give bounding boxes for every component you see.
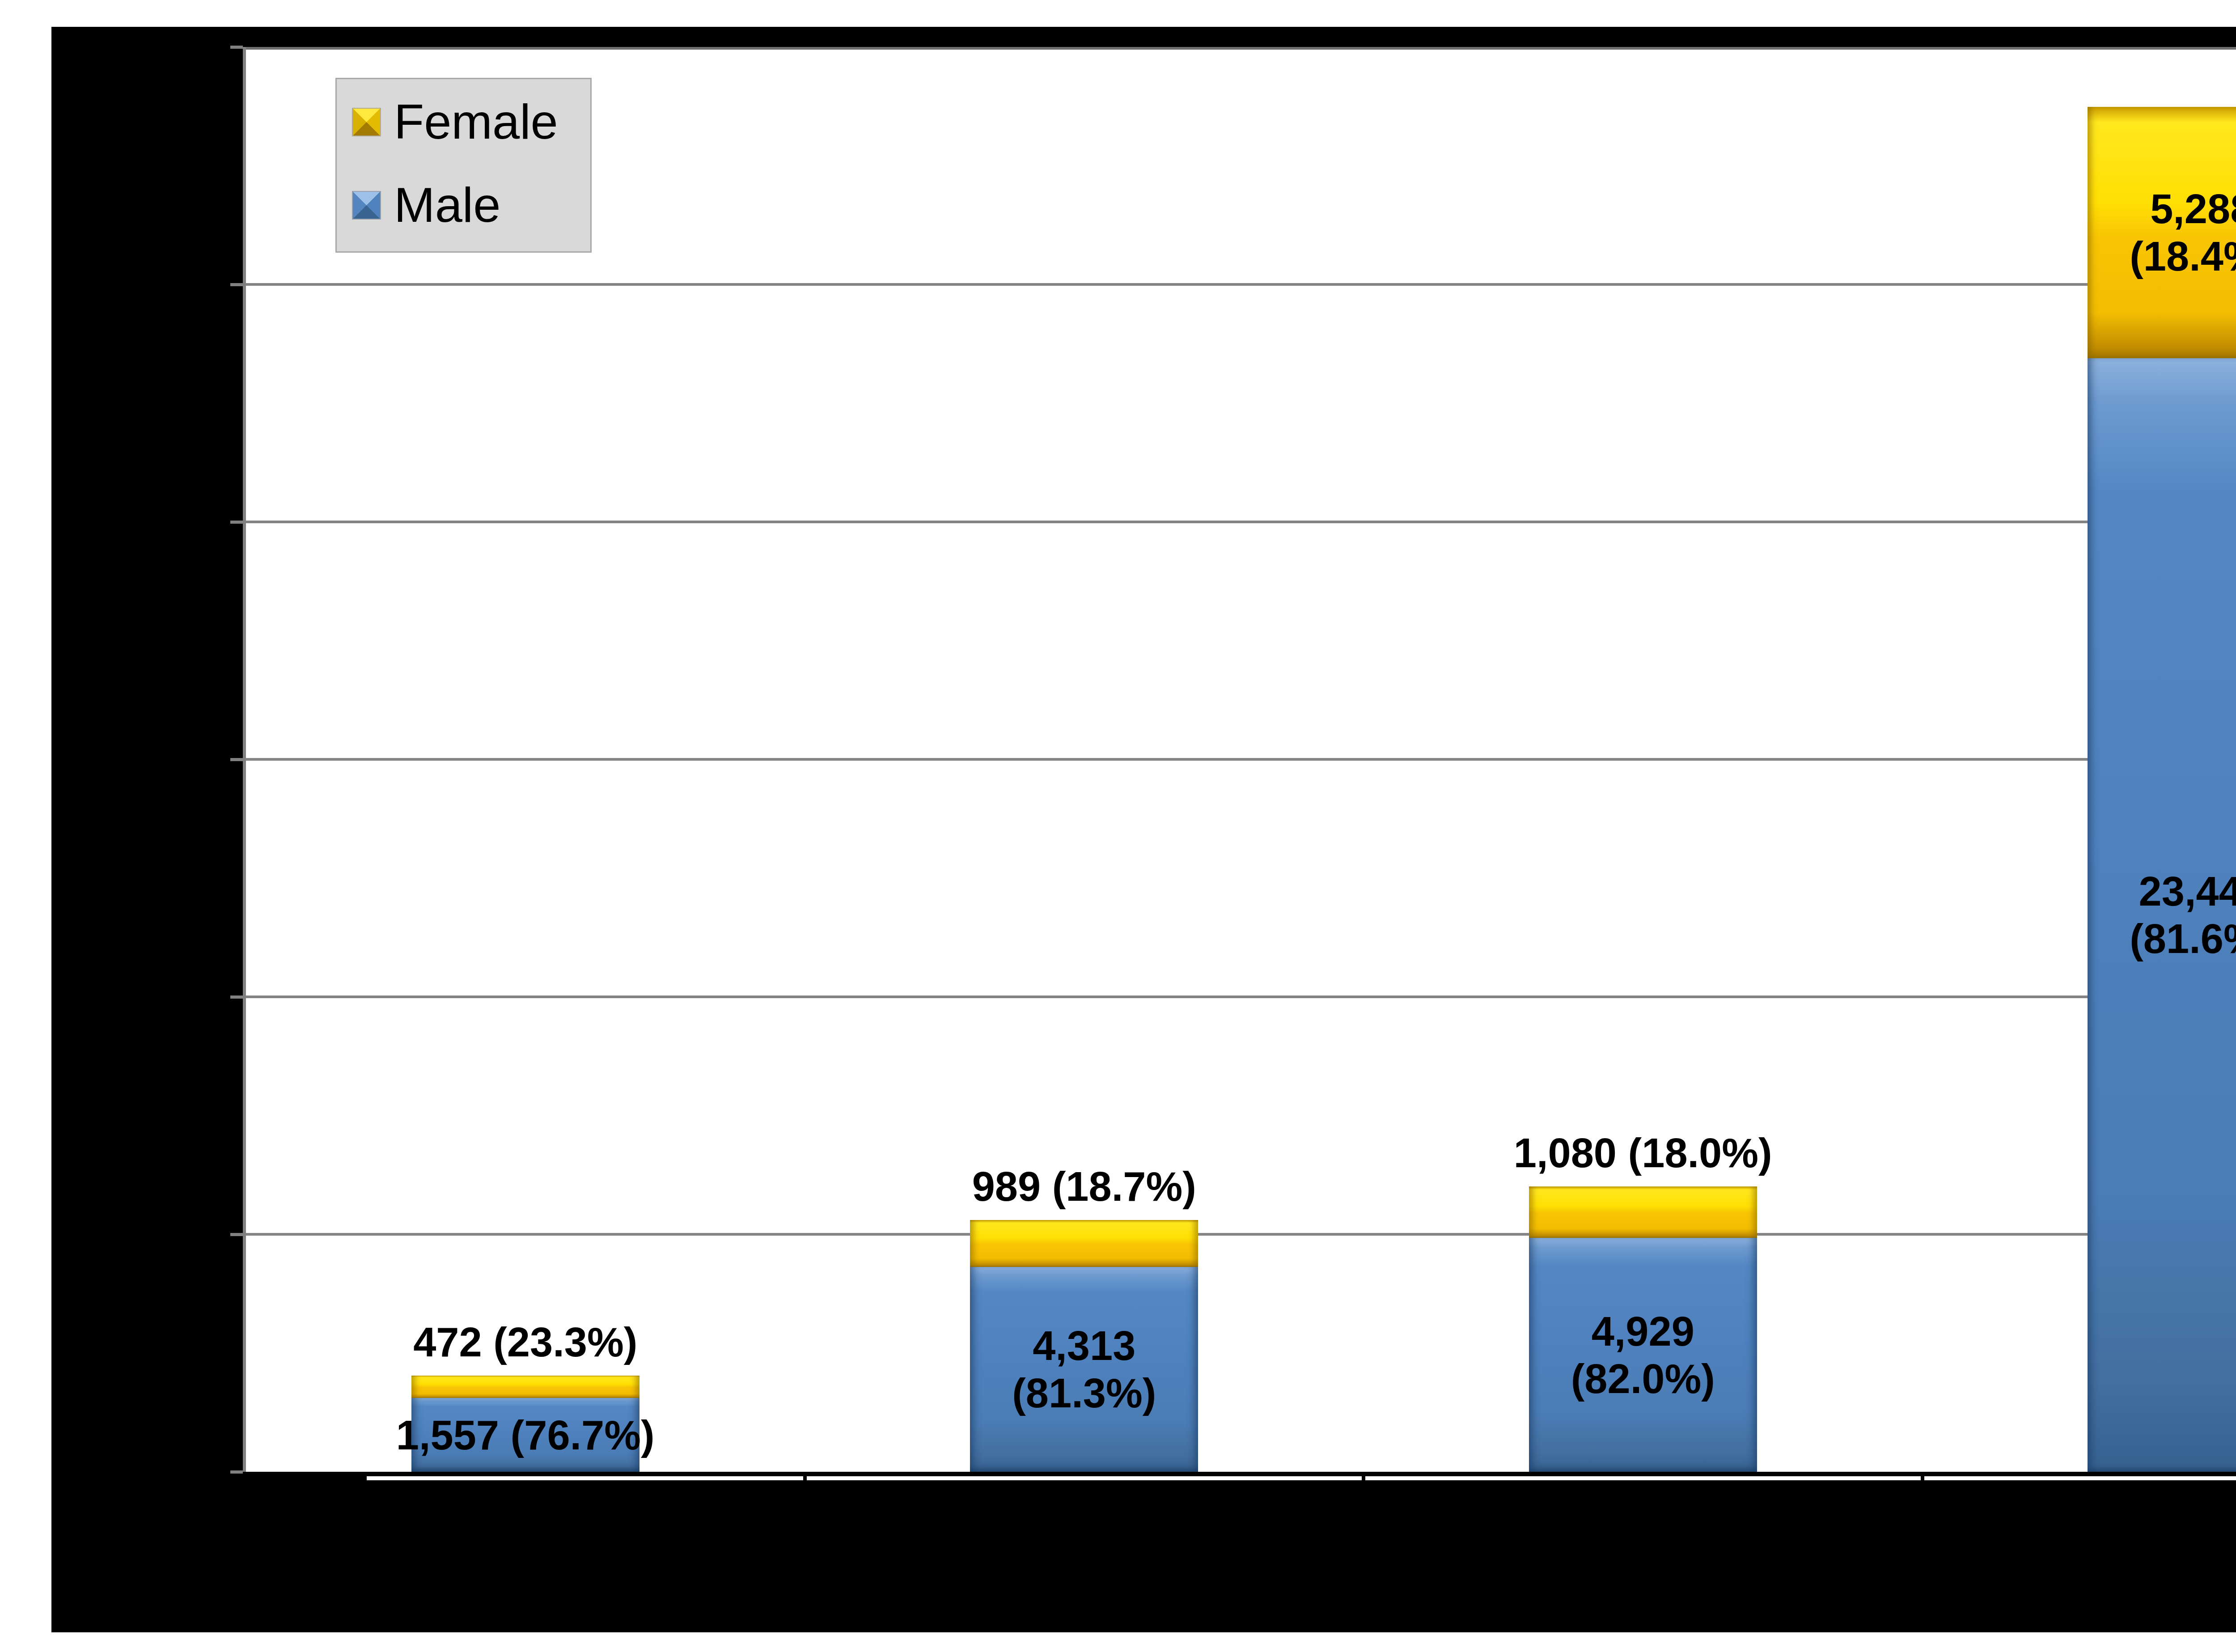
x-axis-tick-3 (1921, 1472, 1924, 1482)
legend-item-female: Female (394, 97, 558, 146)
female-segment-2 (970, 1220, 1198, 1267)
gridline-25000 (246, 283, 2236, 286)
y-axis-tick-30000 (230, 46, 243, 49)
male-label-1: 1,557 (76.7%) (396, 1411, 655, 1459)
legend-item-male: Male (394, 180, 500, 229)
male-label-3: 4,929 (82.0%) (1571, 1308, 1715, 1402)
gridline-10000 (246, 995, 2236, 998)
gridline-15000 (246, 758, 2236, 761)
gridline-5000 (246, 1233, 2236, 1236)
y-axis-tick-15000 (230, 758, 243, 761)
y-axis-tick-20000 (230, 521, 243, 524)
female-label-1: 472 (23.3%) (413, 1318, 637, 1366)
female-segment-1 (411, 1376, 639, 1398)
plot-area: 1,557 (76.7%) 472 (23.3%) 4,313 (81.3%) 989… (246, 47, 2236, 1472)
y-axis-tick-5000 (230, 1233, 243, 1236)
y-axis-tick-10000 (230, 995, 243, 999)
x-axis-tick-2 (1362, 1472, 1365, 1482)
plot-top-border (246, 47, 2236, 50)
x-axis-tick-1 (803, 1472, 807, 1482)
female-segment-3 (1529, 1186, 1757, 1238)
y-axis-line (243, 47, 246, 1472)
x-axis-line (246, 1472, 2236, 1476)
legend: Female Male (335, 78, 592, 253)
female-swatch-icon (353, 109, 380, 136)
male-label-4: 23,449 (81.6%) (2130, 868, 2236, 962)
female-label-2: 989 (18.7%) (972, 1163, 1196, 1210)
x-axis-baseline-gap (367, 1476, 2236, 1480)
female-label-4: 5,288 (18.4%) (2130, 185, 2236, 280)
male-swatch-icon (353, 192, 380, 219)
chart-canvas: 1,557 (76.7%) 472 (23.3%) 4,313 (81.3%) 989… (0, 0, 2236, 1652)
gridline-20000 (246, 521, 2236, 523)
male-label-2: 4,313 (81.3%) (1012, 1322, 1156, 1417)
y-axis-tick-0 (230, 1470, 243, 1474)
y-axis-tick-25000 (230, 283, 243, 286)
female-label-3: 1,080 (18.0%) (1514, 1129, 1772, 1177)
